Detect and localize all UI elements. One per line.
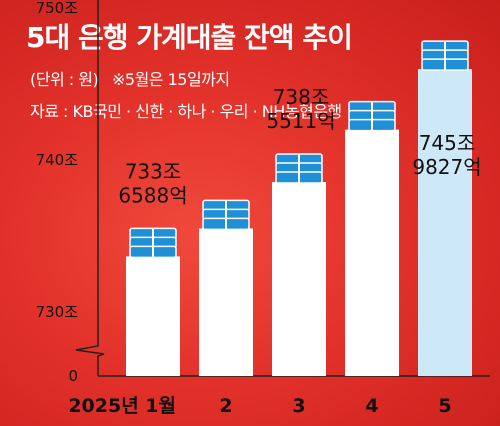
y-tick-label: 740조 xyxy=(36,151,79,169)
bar xyxy=(126,256,180,376)
axis-break-mark xyxy=(75,338,105,376)
x-tick-label: 4 xyxy=(365,395,378,417)
unit-note: (단위 : 원) xyxy=(30,70,99,89)
bar xyxy=(345,129,399,376)
bar xyxy=(199,228,253,376)
y-tick-label: 730조 xyxy=(36,303,79,321)
value-label: 733조 xyxy=(125,159,182,183)
value-label: 5511억 xyxy=(266,109,335,133)
bar xyxy=(272,182,326,376)
money-bundle-icon xyxy=(421,40,469,71)
footnote: ※5월은 15일까지 xyxy=(111,70,230,89)
x-tick-label: 5 xyxy=(438,395,451,417)
bar xyxy=(418,69,472,376)
value-label: 9827억 xyxy=(412,155,481,179)
y-tick-label: 0 xyxy=(68,367,78,385)
axis-layer: 0 730조 740조 750조 xyxy=(36,0,490,385)
unit-line: (단위 : 원) ※5월은 15일까지 xyxy=(30,66,230,90)
source-note: 자료 : KB국민 · 신한 · 하나 · 우리 · NH농협은행 xyxy=(30,102,342,121)
money-bundle-icon xyxy=(348,100,396,132)
value-label: 6588억 xyxy=(118,183,187,207)
x-tick-label: 2025년 1월 xyxy=(68,395,176,417)
x-tick-label: 2 xyxy=(219,395,232,417)
value-label: 745조 xyxy=(419,131,476,155)
money-bundle-icon xyxy=(202,199,250,231)
y-tick-label: 750조 xyxy=(36,0,79,17)
money-bundle-icon xyxy=(129,227,177,259)
x-tick-label: 3 xyxy=(292,395,305,417)
bar-layer xyxy=(126,40,472,376)
money-bundle-icon xyxy=(275,153,323,184)
value-label: 738조 xyxy=(273,85,330,109)
chart-title: 5대 은행 가계대출 잔액 추이 xyxy=(26,21,353,54)
